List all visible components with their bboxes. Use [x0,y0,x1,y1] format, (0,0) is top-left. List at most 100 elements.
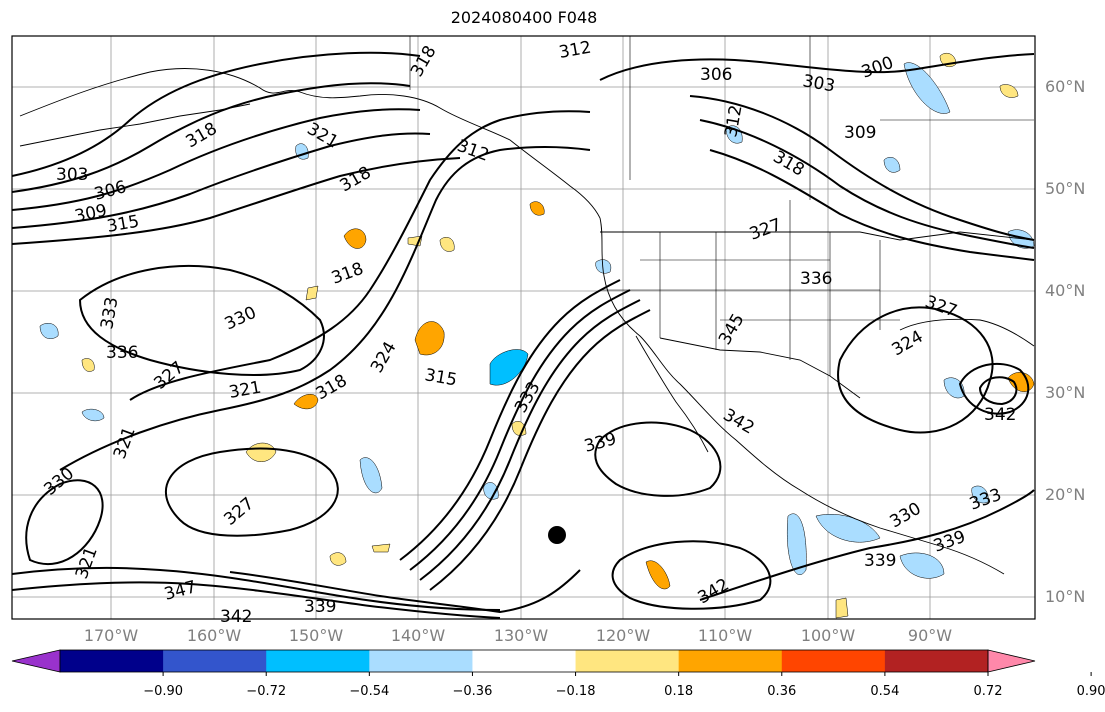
colorbar-segment [884,650,989,672]
longitude-label: 120°W [595,626,651,645]
longitude-label: 100°W [800,626,856,645]
contour-line [229,569,581,614]
contour-line [409,289,631,571]
orange-patch [343,228,367,249]
colorbar-tick-label: −0.36 [452,684,493,699]
baja-peninsula [635,335,709,453]
colorbar-tick-label: 0.36 [767,684,797,699]
blue-patch [883,157,901,173]
colorbar-extend-low [11,649,61,673]
longitude-label: 160°W [186,626,242,645]
contour-line [12,51,421,177]
contour-line [399,279,621,561]
colorbar-tick-label: 0.72 [973,684,1003,699]
canada-border [600,231,1035,241]
colorbar-segment [781,650,886,672]
contour-line [594,421,722,497]
longitude-label: 110°W [697,626,753,645]
blue-patch [787,513,807,576]
blue-patch [39,323,59,339]
orange-patch [293,393,319,410]
contour-line [129,110,591,401]
tropical-cyclone-marker [548,526,566,544]
colorbar-segment [575,650,680,672]
contour-line [699,119,1035,249]
contour-line [12,566,501,611]
yellow-patch [81,358,95,372]
colorbar-tick-label: −0.90 [143,684,184,699]
colorbar [11,649,1092,676]
colorbar-tick-label: −0.18 [555,684,596,699]
contour-line [164,447,339,537]
contour-line [419,299,641,581]
colorbar-tick-label: 0.18 [664,684,694,699]
blue-patch [483,482,499,500]
colorbar-tick-label: −0.54 [349,684,390,699]
contour-label: 339 [304,597,336,617]
latitude-label: 60°N [1045,77,1086,96]
contour-label: 342 [220,607,252,627]
latitude-label: 50°N [1045,179,1086,198]
map-frame [11,35,1036,620]
yellow-patch [835,597,849,619]
colorbar-tick-label: −0.72 [246,684,287,699]
state-lines [409,36,1034,376]
latitude-label: 40°N [1045,281,1086,300]
longitude-label: 150°W [288,626,344,645]
blue-patch [489,349,529,386]
contour-line [12,157,461,245]
coastlines-and-borders [19,36,1035,575]
contour-line [599,53,1035,81]
contour-label: 309 [844,123,876,143]
contour-line [699,489,1035,601]
west-coast [599,217,1005,575]
colorbar-segment [369,650,473,672]
map-background [12,36,1035,619]
blue-patch [903,62,951,114]
yellow-patch [439,237,455,252]
contour-line [25,479,104,566]
colorbar-segment [678,650,783,672]
contour-line [12,108,421,211]
contour-label: 336 [106,343,138,363]
colorbar-segment [60,650,164,672]
colorbar-segment [163,650,267,672]
blue-patch [815,514,881,543]
longitude-label: 130°W [493,626,549,645]
latitude-label: 10°N [1045,587,1086,606]
alaska-coast [19,68,601,219]
blue-patch [81,408,105,422]
contour-line [12,82,411,193]
blue-patch [595,259,612,274]
colorbar-segment [266,650,370,672]
contour-lines [12,51,1035,619]
blue-patch [899,552,945,579]
contour-label: 306 [700,65,732,85]
longitude-label: 170°W [83,626,139,645]
gulf-coast [899,318,1035,347]
blue-patch [971,485,989,504]
contour-line [78,265,325,376]
aleutian-chain [19,103,251,147]
yellow-patch [305,285,319,301]
contour-label: 342 [984,405,1016,425]
colorbar-tick-label: 0.90 [1076,684,1105,699]
latitude-label: 20°N [1045,485,1086,504]
colorbar-segment [472,650,577,672]
orange-patch [645,560,671,590]
contour-line [978,376,1018,406]
colorbar-tick-label: 0.54 [870,684,900,699]
yellow-patch [329,552,347,566]
colorbar-frame [59,649,989,673]
contour-line [59,146,591,471]
contour-line [12,581,501,619]
contour-label: 336 [800,269,832,289]
yellow-patch [999,84,1019,98]
map-title: 2024080400 F048 [450,8,598,27]
orange-patch [529,201,545,216]
longitude-label: 140°W [390,626,446,645]
contour-line [689,95,1035,241]
contour-line [709,149,1035,261]
longitude-label: 90°W [907,626,953,645]
